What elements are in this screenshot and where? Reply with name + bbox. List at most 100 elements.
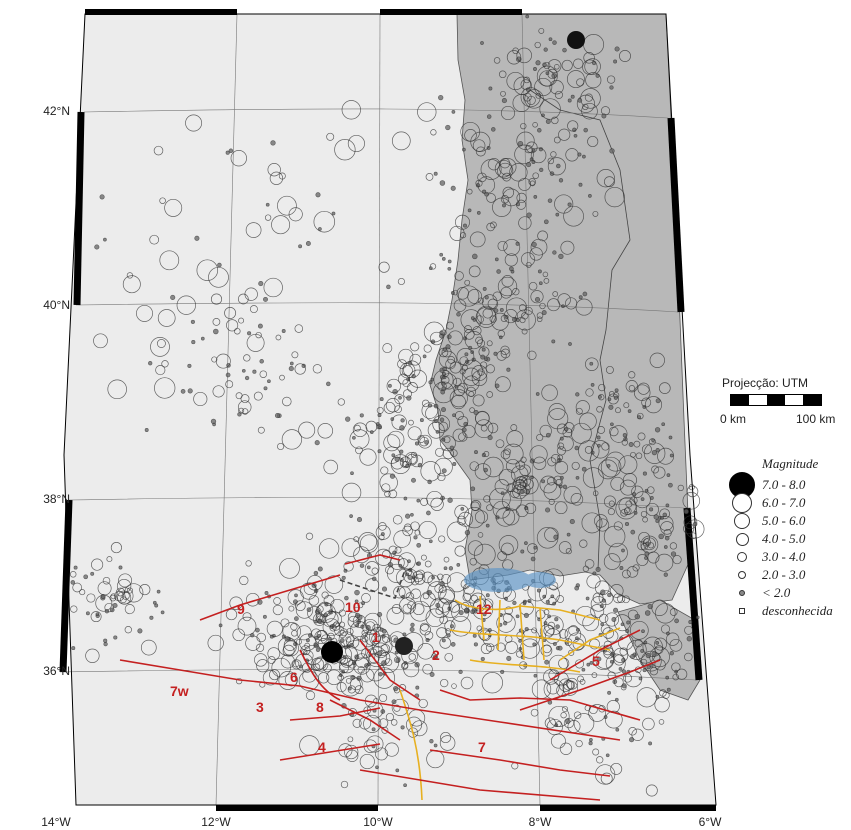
epicentre-marker <box>430 497 444 511</box>
epicentre-marker <box>398 563 403 568</box>
epicentre-marker <box>428 380 433 385</box>
epicentre-marker <box>412 603 425 616</box>
epicentre-marker <box>543 219 549 225</box>
epicentre-marker <box>126 272 134 279</box>
epicentre-marker <box>381 633 391 643</box>
epicentre-marker <box>505 458 520 473</box>
epicentre-marker <box>288 605 295 612</box>
epicentre-marker <box>403 496 408 501</box>
epicentre-marker <box>265 202 270 207</box>
major-earthquake-marker <box>395 637 413 655</box>
epicentre-marker <box>539 475 558 494</box>
epicentre-marker <box>554 64 560 70</box>
epicentre-marker <box>499 307 504 312</box>
epicentre-marker <box>433 171 438 176</box>
epicentre-marker <box>443 566 448 571</box>
epicentre-marker <box>298 670 320 691</box>
epicentre-marker <box>440 373 457 390</box>
epicentre-marker <box>644 610 651 616</box>
epicentre-marker <box>582 614 600 632</box>
epicentre-marker <box>551 339 556 344</box>
epicentre-marker <box>506 430 524 448</box>
epicentre-marker <box>613 607 619 613</box>
epicentre-marker <box>384 658 393 667</box>
epicentre-marker <box>661 422 666 427</box>
epicentre-marker <box>417 462 423 468</box>
epicentre-marker <box>506 655 512 661</box>
epicentre-marker <box>502 443 524 465</box>
epicentre-marker <box>241 368 246 373</box>
epicentre-marker <box>590 596 607 612</box>
legend-title: Magnitude <box>762 456 819 471</box>
epicentre-marker <box>532 122 538 128</box>
epicentre-marker <box>597 426 606 434</box>
epicentre-marker <box>502 203 506 208</box>
epicentre-marker <box>626 620 631 625</box>
epicentre-marker <box>235 677 243 685</box>
epicentre-marker <box>159 197 166 204</box>
epicentre-marker <box>651 438 655 443</box>
map-scale: Projecção: UTM 0 km 100 km <box>718 376 848 428</box>
epicentre-marker <box>651 449 658 456</box>
epicentre-marker <box>215 353 231 369</box>
epicentre-marker <box>419 624 431 636</box>
epicentre-marker <box>531 627 538 634</box>
epicentre-marker <box>619 566 624 570</box>
epicentre-marker <box>407 361 413 366</box>
epicentre-marker <box>525 141 538 154</box>
epicentre-marker <box>609 584 624 598</box>
epicentre-marker <box>500 345 510 355</box>
epicentre-marker <box>300 582 318 600</box>
epicentre-marker <box>498 158 517 176</box>
epicentre-marker <box>243 354 251 362</box>
epicentre-marker <box>420 497 429 506</box>
epicentre-marker <box>600 622 605 627</box>
epicentre-marker <box>554 461 569 475</box>
epicentre-marker <box>322 610 339 628</box>
epicentre-marker <box>136 304 153 322</box>
epicentre-marker <box>378 425 382 430</box>
epicentre-marker <box>437 472 446 482</box>
latitude-label: 40°N <box>43 298 70 312</box>
epicentre-marker <box>445 124 451 131</box>
epicentre-marker <box>331 211 336 216</box>
epicentre-marker <box>447 356 456 364</box>
fault-label: 5 <box>592 653 600 669</box>
epicentre-marker <box>493 57 501 64</box>
epicentre-marker <box>539 302 546 310</box>
epicentre-marker <box>658 719 665 725</box>
epicentre-marker <box>359 753 375 770</box>
epicentre-marker <box>451 110 456 114</box>
major-earthquake-marker <box>321 641 343 663</box>
epicentre-marker <box>353 657 371 675</box>
epicentre-marker <box>375 765 379 770</box>
epicentre-marker <box>588 705 598 715</box>
epicentre-marker <box>408 419 414 426</box>
epicentre-marker <box>470 486 476 492</box>
epicentre-marker <box>149 234 160 245</box>
epicentre-marker <box>294 616 299 621</box>
epicentre-marker <box>527 543 538 554</box>
epicentre-marker <box>156 589 161 594</box>
epicentre-marker <box>684 652 693 662</box>
epicentre-marker <box>596 169 615 188</box>
epicentre-marker <box>537 128 542 133</box>
epicentre-marker <box>609 85 614 90</box>
epicentre-marker <box>621 669 627 674</box>
epicentre-marker <box>473 543 496 566</box>
epicentre-marker <box>662 512 668 518</box>
epicentre-marker <box>489 315 497 323</box>
epicentre-marker <box>592 748 600 756</box>
epicentre-marker <box>575 407 583 415</box>
epicentre-marker <box>466 188 473 195</box>
epicentre-marker <box>583 127 588 133</box>
longitude-label: 6°W <box>698 815 722 829</box>
epicentre-marker <box>605 629 619 643</box>
epicentre-marker <box>548 654 568 674</box>
epicentre-marker <box>472 394 485 407</box>
epicentre-marker <box>598 459 618 480</box>
epicentre-marker <box>439 252 444 257</box>
epicentre-marker <box>237 412 242 417</box>
epicentre-marker <box>439 330 444 335</box>
epicentre-marker <box>545 119 551 124</box>
